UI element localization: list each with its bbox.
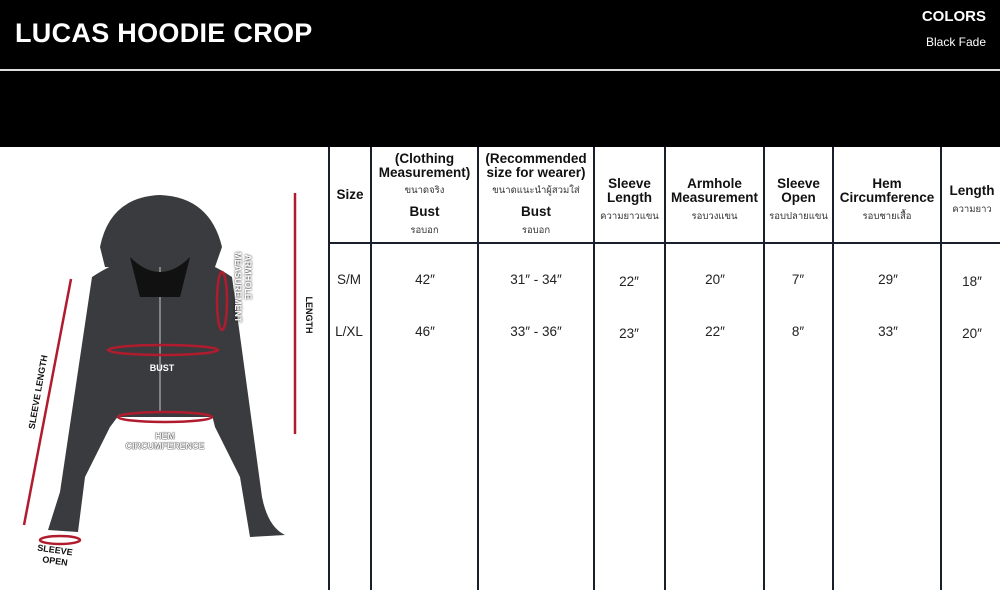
header-separator [328, 242, 1000, 244]
measurement-cell: 22″ [705, 324, 725, 339]
col-header-clothing-bust: (Clothing Measurement) ขนาดจริง Bust รอบ… [378, 150, 471, 236]
hoodie-illustration [22, 193, 297, 546]
col-header-armhole: Armhole Measurement รอบวงแขน [670, 176, 759, 223]
measurement-cell: 29″ [878, 272, 898, 287]
colors-value: Black Fade [925, 35, 986, 49]
col-header-hem: Hem Circumference รอบชายเสื้อ [839, 176, 935, 223]
measurement-cell: 20″ [962, 326, 982, 341]
measurement-cell: 33″ - 36″ [510, 324, 562, 339]
measurement-cell: 33″ [878, 324, 898, 339]
col-header-sleeve-open: Sleeve Open รอบปลายแขน [769, 176, 828, 223]
label-armhole: ARMHOLE MEASUREMENT [233, 252, 253, 323]
measurement-cell: 31″ - 34″ [510, 272, 562, 287]
measurement-cell: 22″ [619, 274, 639, 289]
measurement-cell: 46″ [415, 324, 435, 339]
measurement-cell: 42″ [415, 272, 435, 287]
header-bar [0, 0, 1000, 147]
header-divider [0, 69, 1000, 71]
measurement-cell: 20″ [705, 272, 725, 287]
label-hem: HEM CIRCUMFERENCE [125, 431, 205, 451]
label-length: LENGTH [304, 296, 314, 334]
label-bust: BUST [149, 363, 175, 373]
col-header-recommended-bust: (Recommended size for wearer) ขนาดแนะนำผ… [485, 150, 587, 236]
col-header-size: Size [336, 186, 364, 202]
size-chart-table: Size (Clothing Measurement) ขนาดจริง Bus… [328, 147, 1000, 600]
col-header-length: Length ความยาว [949, 183, 995, 216]
hoodie-diagram: SLEEVE LENGTH ARMHOLE MEASUREMENT LENGTH… [0, 147, 328, 600]
size-cell: S/M [336, 272, 362, 287]
size-cell: L/XL [335, 324, 363, 339]
col-header-sleeve-length: Sleeve Length ความยาวแขน [600, 176, 659, 223]
measurement-cell: 8″ [791, 324, 805, 339]
product-title: LUCAS HOODIE CROP [15, 18, 313, 48]
colors-label: COLORS [921, 8, 986, 25]
measurement-cell: 7″ [791, 272, 805, 287]
measurement-cell: 23″ [619, 326, 639, 341]
measurement-cell: 18″ [962, 274, 982, 289]
